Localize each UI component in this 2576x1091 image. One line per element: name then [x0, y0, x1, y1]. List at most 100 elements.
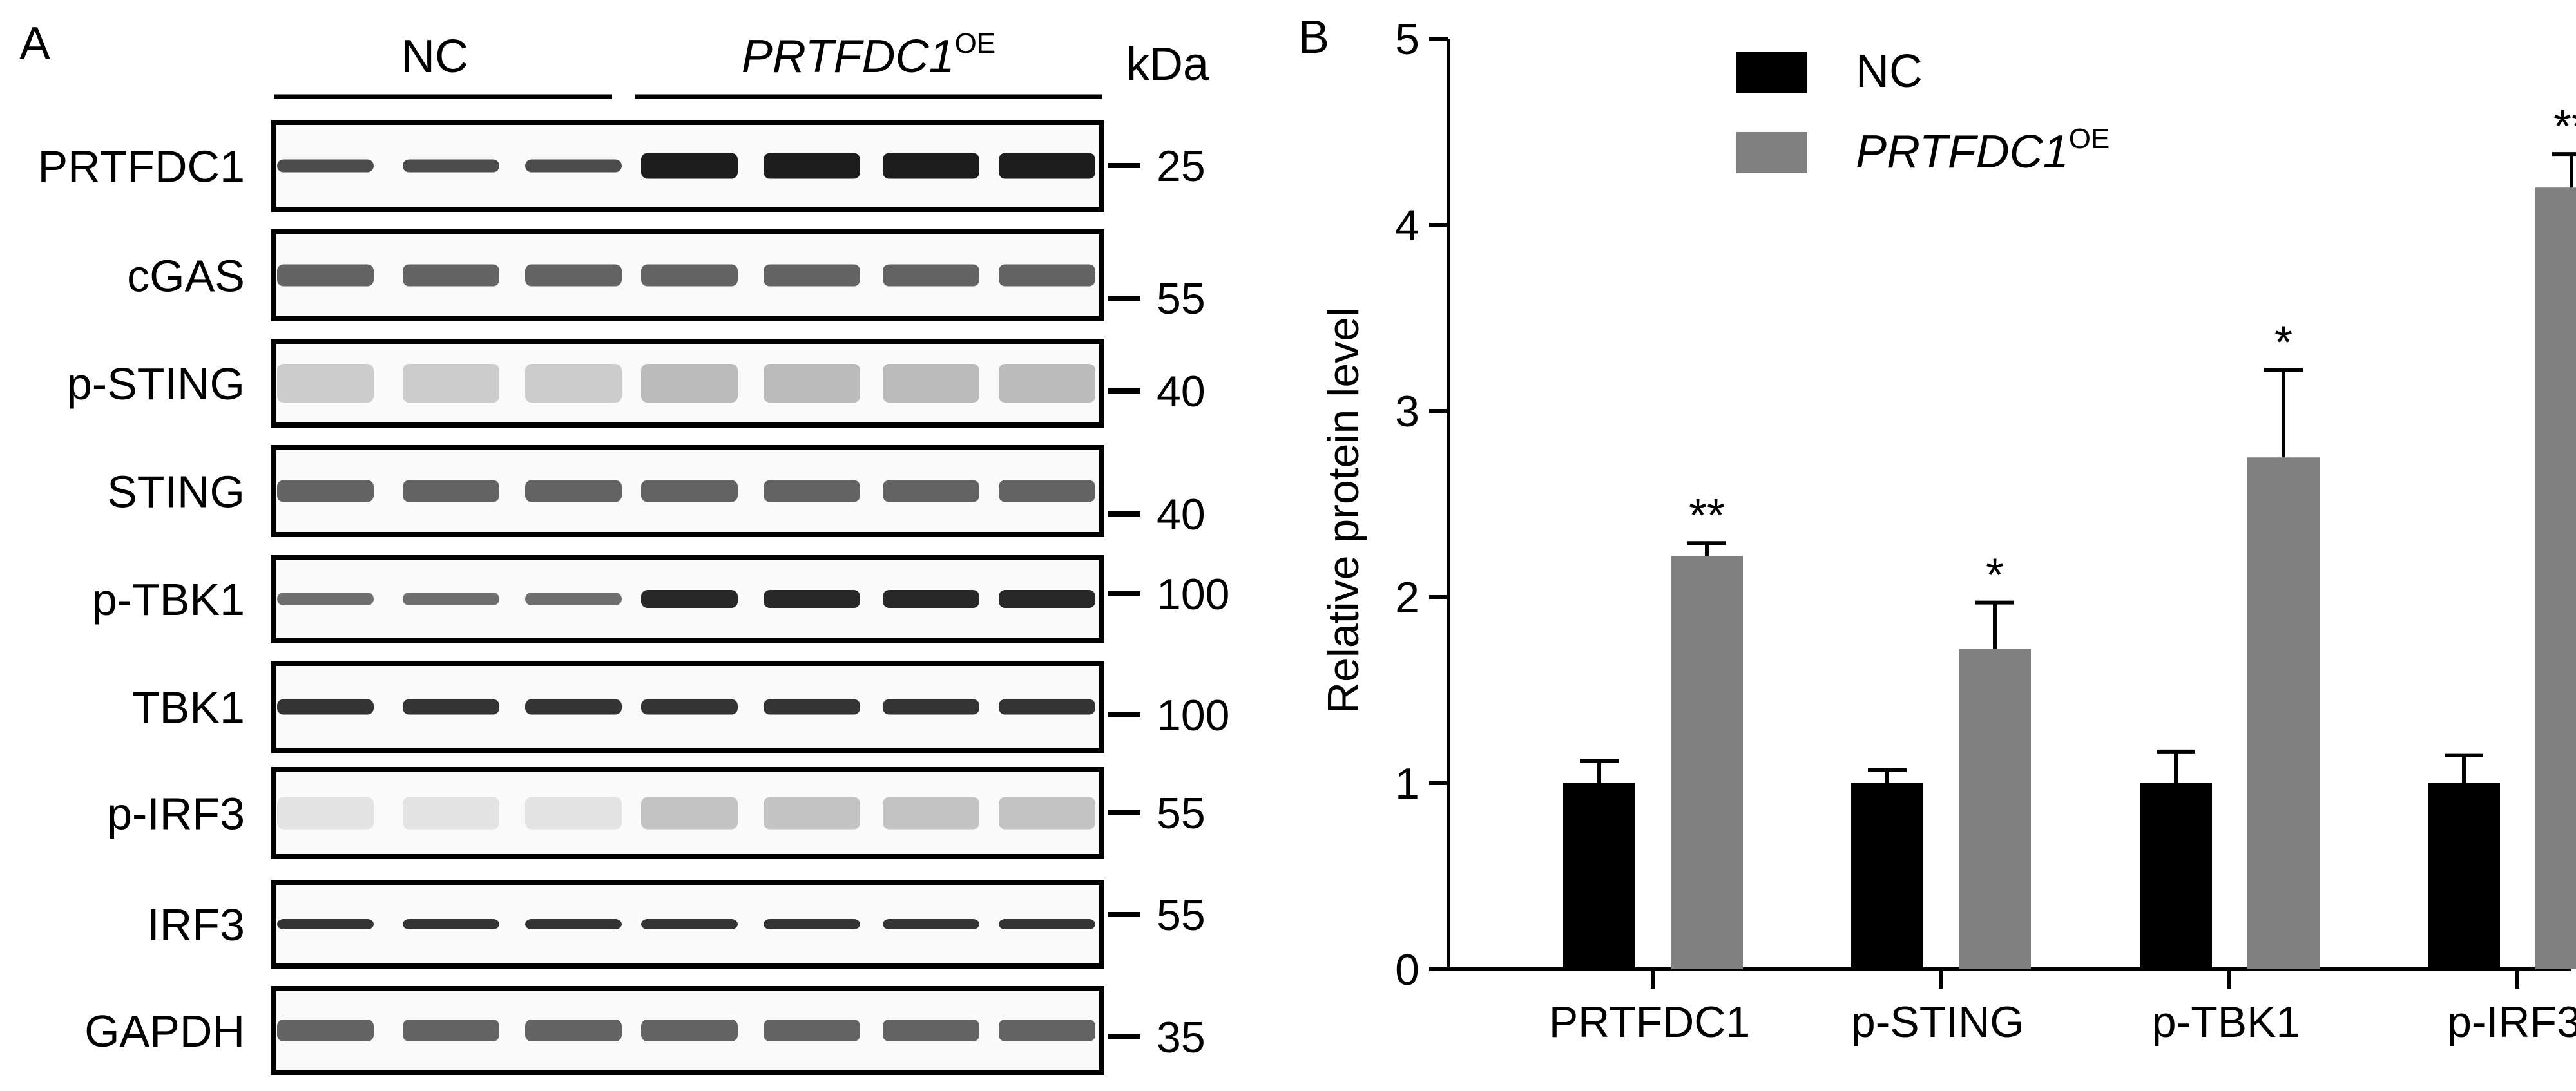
blot-protein-label: cGAS: [127, 251, 245, 301]
legend-label-base: PRTFDC1: [1856, 126, 2069, 178]
panel-a-letter: A: [19, 18, 50, 70]
blot-rows: PRTFDC1 25 cGAS 55 p-STING 40 STING 40 p-TBK1 100…: [37, 120, 1229, 1075]
blot-band: [403, 480, 499, 502]
blot-band: [764, 590, 860, 608]
blot-band: [883, 480, 979, 502]
kda-unit-label: kDa: [1126, 39, 1209, 90]
y-tick-label: 4: [1395, 201, 1419, 250]
blot-band: [403, 699, 499, 715]
blot-band: [403, 364, 499, 403]
blot-band: [641, 919, 738, 929]
blot-band: [277, 480, 374, 502]
blot-band: [883, 1020, 979, 1041]
blot-band: [883, 264, 979, 287]
blot-band: [999, 797, 1095, 830]
blot-row-tbk1: TBK1 100: [132, 661, 1229, 753]
blot-band: [641, 699, 738, 715]
blot-band: [403, 264, 499, 287]
chart-legend: NC PRTFDC1OE: [1736, 46, 2110, 178]
blot-band: [525, 593, 622, 605]
legend-label-sup: OE: [2069, 123, 2110, 155]
bar-nc: [2140, 783, 2212, 969]
significance-marker: **: [2553, 101, 2576, 153]
y-tick-label: 5: [1395, 15, 1419, 64]
blot-band: [641, 264, 738, 287]
blot-band: [999, 364, 1095, 403]
bar-oe: [1671, 556, 1743, 969]
blot-band: [764, 264, 860, 287]
blot-band: [641, 364, 738, 403]
y-tick-label: 2: [1395, 573, 1419, 622]
y-tick-label: 3: [1395, 387, 1419, 436]
blot-protein-label: PRTFDC1: [37, 142, 245, 192]
x-tick-label: p-STING: [1851, 998, 2024, 1047]
bar-oe: [1959, 649, 2031, 969]
y-tick-label: 0: [1395, 945, 1419, 994]
blot-frame: [271, 339, 1104, 428]
blot-band: [883, 699, 979, 715]
blot-band: [525, 699, 622, 715]
blot-band: [525, 159, 622, 173]
blot-protein-label: p-IRF3: [107, 789, 245, 839]
oe-group-label-base: PRTFDC1: [742, 31, 955, 82]
nc-group-label: NC: [401, 31, 468, 82]
blot-band: [999, 919, 1095, 929]
panel-b-letter: B: [1298, 12, 1329, 63]
marker-size-label: 40: [1157, 367, 1206, 416]
blot-band: [764, 480, 860, 502]
blot-band: [764, 699, 860, 715]
blot-protein-label: STING: [107, 467, 245, 517]
blot-band: [277, 797, 374, 830]
significance-marker: *: [1986, 550, 2004, 602]
blot-band: [883, 153, 979, 179]
oe-group-label-sup: OE: [955, 28, 996, 59]
blot-frame: [271, 767, 1104, 859]
blot-band: [277, 699, 374, 715]
legend-swatch: [1736, 52, 1807, 93]
bar-oe: [2535, 187, 2576, 970]
blot-row-p-tbk1: p-TBK1 100: [92, 555, 1229, 643]
blot-protein-label: p-STING: [67, 359, 245, 409]
blot-band: [999, 1020, 1095, 1041]
blot-band: [999, 480, 1095, 502]
oe-group-label: PRTFDC1OE: [742, 28, 995, 82]
bar-nc: [2428, 783, 2500, 969]
blot-band: [525, 919, 622, 929]
blot-band: [764, 919, 860, 929]
blot-band: [525, 480, 622, 502]
blot-row-p-irf3: p-IRF3 55: [107, 767, 1206, 859]
blot-band: [277, 264, 374, 287]
x-tick-label: p-IRF3: [2447, 998, 2576, 1047]
blot-band: [641, 590, 738, 608]
blot-band: [641, 153, 738, 179]
blot-band: [764, 364, 860, 403]
blot-band: [641, 797, 738, 830]
marker-size-label: 100: [1157, 691, 1229, 740]
blot-band: [277, 364, 374, 403]
marker-size-label: 35: [1157, 1013, 1206, 1062]
blot-band: [277, 593, 374, 605]
bar-chart-panel: B Relative protein level 012345PRTFDC1**…: [1298, 12, 2576, 1047]
blot-band: [403, 1020, 499, 1041]
marker-size-label: 40: [1157, 490, 1206, 539]
blot-row-irf3: IRF3 55: [147, 880, 1206, 969]
bar-nc: [1563, 783, 1635, 969]
marker-size-label: 55: [1157, 891, 1206, 940]
blot-row-cgas: cGAS 55: [127, 229, 1206, 323]
blot-protein-label: IRF3: [147, 900, 245, 950]
legend-label: NC: [1856, 46, 1923, 97]
blot-band: [403, 593, 499, 605]
blot-band: [525, 264, 622, 287]
legend-label-base: NC: [1856, 46, 1923, 97]
blot-band: [525, 364, 622, 403]
y-axis-label: Relative protein level: [1319, 307, 1368, 714]
blot-protein-label: TBK1: [132, 683, 245, 733]
blot-band: [403, 919, 499, 929]
blot-protein-label: p-TBK1: [92, 574, 245, 625]
blot-band: [764, 1020, 860, 1041]
blot-band: [999, 264, 1095, 287]
bar-nc: [1851, 783, 1923, 969]
blot-band: [403, 797, 499, 830]
